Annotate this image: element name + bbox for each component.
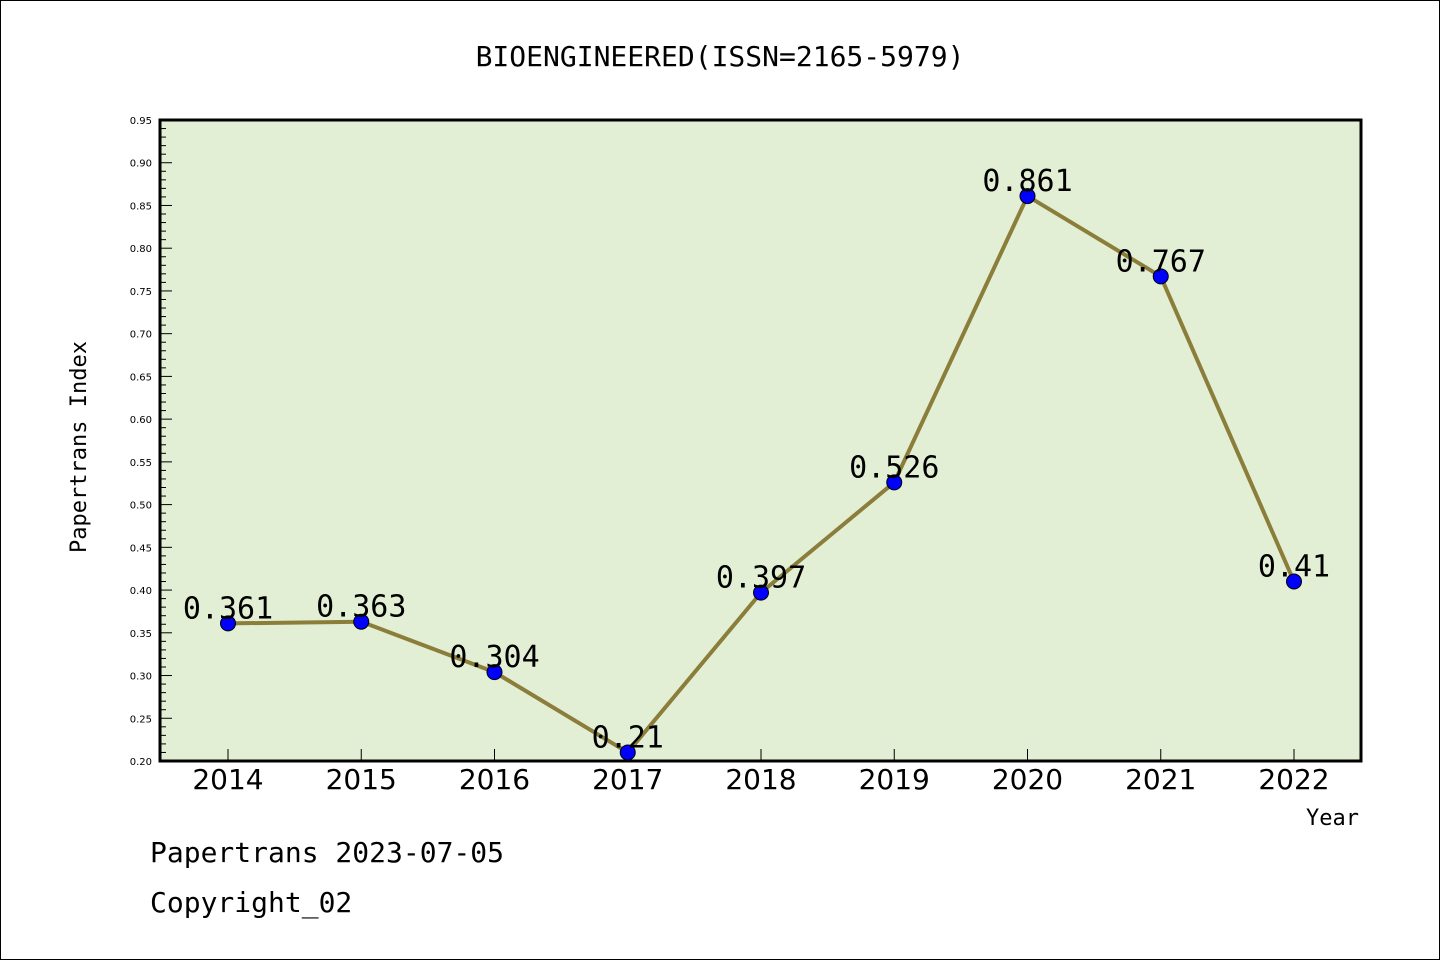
data-point xyxy=(886,474,903,491)
y-tick-label: 0.45 xyxy=(130,543,152,554)
data-point xyxy=(753,584,769,601)
footer-copyright: Copyright_02 xyxy=(150,886,353,919)
x-tick-label: 2015 xyxy=(326,763,397,796)
x-tick-label: 2022 xyxy=(1258,763,1329,796)
data-point xyxy=(486,664,503,681)
data-label: 0.767 xyxy=(1116,244,1206,279)
y-tick-label: 0.75 xyxy=(130,287,152,298)
data-label: 0.304 xyxy=(449,640,539,675)
y-tick-label: 0.35 xyxy=(130,629,152,640)
data-point xyxy=(619,744,636,761)
y-tick-label: 0.65 xyxy=(130,372,152,383)
data-label: 0.21 xyxy=(592,720,664,755)
y-tick-label: 0.95 xyxy=(130,116,152,127)
data-label: 0.361 xyxy=(183,591,273,626)
y-tick-label: 0.50 xyxy=(130,501,152,512)
y-axis: 0.20 0.25 0.30 0.35 0.40 0.45 0.50 0.55 0.60 0.65… xyxy=(130,116,172,768)
y-tick-label: 0.70 xyxy=(130,330,152,341)
x-tick-label: 2017 xyxy=(592,763,663,796)
data-label: 0.526 xyxy=(849,450,939,485)
x-axis-label: Year xyxy=(1306,806,1359,831)
data-label: 0.861 xyxy=(982,164,1072,199)
data-point xyxy=(1286,573,1302,590)
y-axis-label: Papertrans Index xyxy=(67,341,92,553)
x-tick-label: 2018 xyxy=(725,763,796,796)
x-tick-label: 2020 xyxy=(992,763,1063,796)
data-label: 0.397 xyxy=(716,561,806,596)
y-tick-label: 0.90 xyxy=(130,159,152,170)
data-point xyxy=(220,615,236,632)
y-tick-label: 0.85 xyxy=(130,201,152,212)
plot-area xyxy=(158,118,1363,763)
series-line-group: 0.361 0.363 0.304 0.21 0.397 0.526 0.861 0.767 0… xyxy=(183,164,1330,761)
footer-date: Papertrans 2023-07-05 xyxy=(150,836,505,869)
x-tick-label: 2021 xyxy=(1125,763,1196,796)
x-axis: 2014 2015 2016 2017 2018 2019 2020 2021 2022 xyxy=(192,749,1330,796)
y-tick-label: 0.80 xyxy=(130,244,152,255)
y-tick-label: 0.25 xyxy=(130,714,152,725)
data-point xyxy=(1019,188,1036,205)
x-tick-label: 2016 xyxy=(459,763,530,796)
x-tick-label: 2019 xyxy=(859,763,930,796)
x-tick-label: 2014 xyxy=(192,763,263,796)
y-tick-label: 0.40 xyxy=(130,586,152,597)
data-label: 0.41 xyxy=(1258,550,1330,585)
y-tick-label: 0.20 xyxy=(130,757,152,768)
chart-title: BIOENGINEERED(ISSN=2165-5979) xyxy=(476,40,965,73)
data-point xyxy=(1152,268,1169,285)
y-tick-label: 0.60 xyxy=(130,415,152,426)
data-label: 0.363 xyxy=(316,590,406,625)
y-tick-label: 0.55 xyxy=(130,458,152,469)
y-tick-label: 0.30 xyxy=(130,672,152,683)
data-point xyxy=(353,613,370,630)
